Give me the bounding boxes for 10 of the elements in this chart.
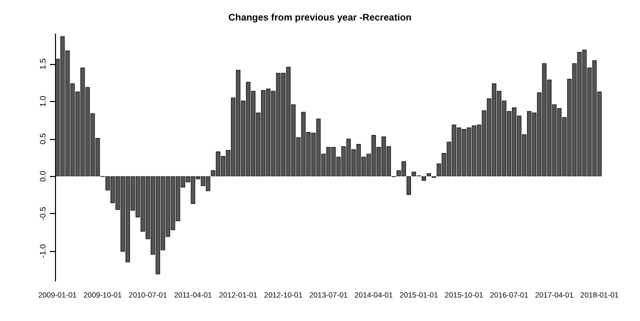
bar bbox=[422, 176, 426, 181]
y-tick-label: 0.5 bbox=[38, 132, 48, 144]
y-tick-label: 1.0 bbox=[38, 95, 48, 107]
y-tick-label: 0.0 bbox=[38, 170, 48, 182]
bar bbox=[406, 176, 411, 195]
y-tick-label: -0.5 bbox=[38, 206, 48, 221]
y-tick-label: -1.0 bbox=[38, 244, 48, 258]
chart-title: Changes from previous year -Recreation bbox=[228, 12, 412, 24]
y-tick-label: 1.5 bbox=[38, 58, 48, 70]
bar bbox=[426, 173, 432, 176]
